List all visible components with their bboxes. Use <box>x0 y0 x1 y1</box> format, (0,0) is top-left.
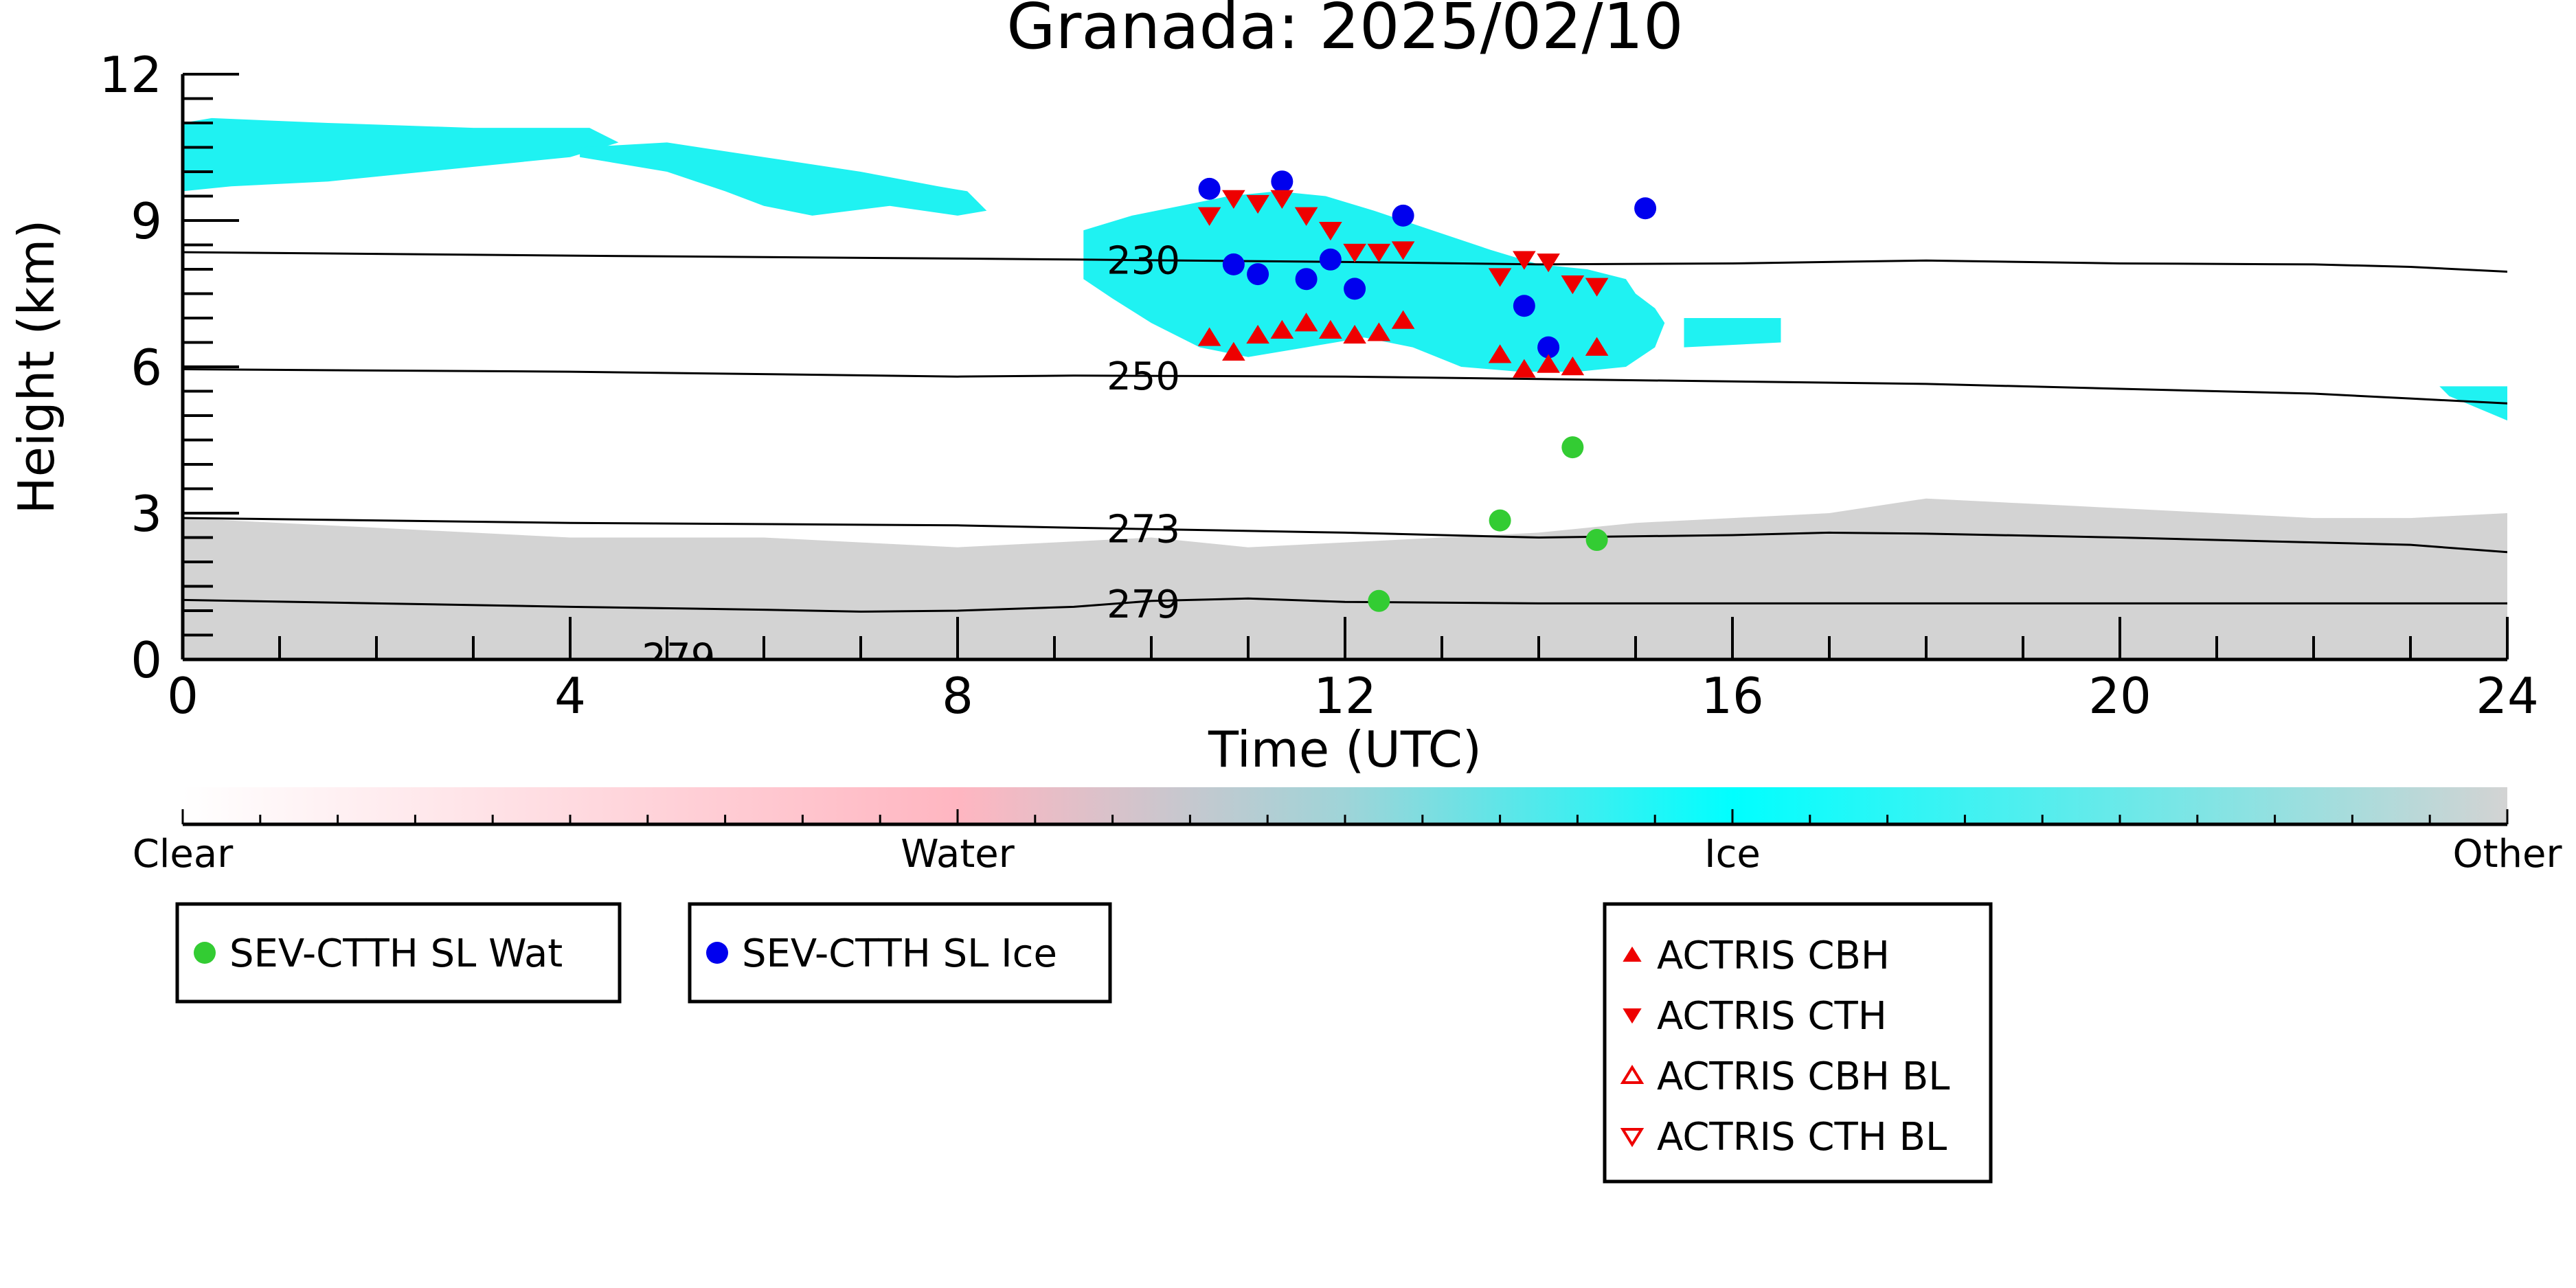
point-actris-cth <box>1197 207 1221 226</box>
point-sev-ctth-sl-ice <box>1634 197 1657 220</box>
isotherm-279-line <box>183 597 2507 613</box>
legend-label: ACTRIS CTH <box>1657 994 1887 1039</box>
legend-label: ACTRIS CTH BL <box>1657 1115 1947 1160</box>
isotherm-label: 279 <box>642 635 715 680</box>
legend-box <box>1603 902 1993 1184</box>
point-actris-cth <box>1270 190 1294 210</box>
point-sev-ctth-sl-ice <box>1537 336 1560 359</box>
legend-label: SEV-CTTH SL Ice <box>742 931 1057 976</box>
isotherm-250-line <box>183 368 2507 405</box>
point-actris-cbh <box>1391 310 1415 329</box>
point-actris-cth <box>1585 278 1609 297</box>
point-actris-cth <box>1222 190 1245 210</box>
colorbar-label: Water <box>901 832 1015 877</box>
isotherm-label: 279 <box>1107 583 1180 627</box>
y-tick-label: 6 <box>131 339 162 396</box>
other-region <box>183 498 2507 659</box>
legend-label: ACTRIS CBH BL <box>1657 1054 1950 1099</box>
colorbar-label: Clear <box>133 832 234 877</box>
ice-region-1 <box>580 142 987 216</box>
point-sev-ctth-sl-ice <box>1513 295 1535 317</box>
point-actris-cth <box>1561 275 1585 295</box>
x-tick-label: 8 <box>942 667 973 725</box>
point-sev-ctth-sl-ice <box>1392 204 1414 227</box>
legend-marker <box>1623 946 1642 962</box>
point-sev-ctth-sl-ice <box>1344 278 1366 300</box>
point-actris-cbh <box>1367 322 1391 341</box>
y-tick-label: 12 <box>99 46 162 104</box>
point-actris-cbh <box>1561 357 1585 376</box>
ice-region-0 <box>183 117 619 192</box>
legend-box <box>175 902 622 1004</box>
x-tick-label: 20 <box>2088 667 2151 725</box>
ice-region-4 <box>2439 386 2507 421</box>
point-actris-cth <box>1319 221 1342 241</box>
x-axis-label: Time (UTC) <box>1208 721 1482 778</box>
point-actris-cth <box>1488 268 1512 287</box>
point-sev-ctth-sl-ice <box>1319 248 1342 271</box>
x-tick-label: 16 <box>1701 667 1764 725</box>
point-actris-cbh <box>1513 359 1536 378</box>
colorbar: Clear Water Ice Other <box>133 787 2562 877</box>
axes: 0 4 8 12 16 20 24 0 3 6 9 12 <box>99 46 2538 725</box>
y-axis-label: Height (km) <box>8 220 65 515</box>
point-sev-ctth-sl-wat <box>1561 436 1584 459</box>
colorbar-label: Ice <box>1704 832 1761 877</box>
legend-marker <box>1620 1065 1645 1084</box>
point-sev-ctth-sl-ice <box>1247 263 1269 286</box>
point-sev-ctth-sl-wat <box>1585 529 1608 552</box>
isotherm-label: 273 <box>1107 507 1180 552</box>
y-tick-label: 9 <box>131 192 162 250</box>
point-sev-ctth-sl-ice <box>1271 170 1293 193</box>
point-actris-cth <box>1537 253 1560 273</box>
point-sev-ctth-sl-ice <box>1222 253 1245 275</box>
point-actris-cbh <box>1319 319 1342 339</box>
legend-box <box>688 902 1112 1004</box>
data-markers <box>1197 170 1657 612</box>
legend-marker <box>194 942 216 964</box>
point-actris-cbh <box>1222 341 1245 361</box>
y-tick-label: 0 <box>131 631 162 689</box>
y-tick-label: 3 <box>131 485 162 543</box>
point-actris-cth <box>1391 241 1415 260</box>
point-actris-cth <box>1343 243 1366 263</box>
point-actris-cbh <box>1270 319 1294 339</box>
point-actris-cbh <box>1246 324 1269 344</box>
ice-region-3 <box>1684 318 1781 348</box>
point-sev-ctth-sl-ice <box>1295 268 1318 291</box>
point-actris-cth <box>1294 207 1318 226</box>
point-actris-cbh <box>1197 327 1221 346</box>
point-actris-cbh <box>1294 313 1318 332</box>
isotherm-230-line <box>183 251 2507 273</box>
point-actris-cbh <box>1537 354 1560 373</box>
isotherm-label: 250 <box>1107 354 1180 399</box>
legends: SEV-CTTH SL Wat SEV-CTTH SL Ice ACTRIS CBH… <box>175 902 1993 1184</box>
point-sev-ctth-sl-wat <box>1368 589 1390 612</box>
point-sev-ctth-sl-ice <box>1198 177 1221 200</box>
x-tick-label: 24 <box>2476 667 2539 725</box>
isotherm-273-line <box>183 517 2507 554</box>
point-actris-cbh <box>1488 344 1512 363</box>
x-tick-label: 12 <box>1313 667 1377 725</box>
point-actris-cth <box>1513 251 1536 270</box>
isotherm-lines: 230 250 273 279 279 <box>183 238 2507 680</box>
point-actris-cbh <box>1343 324 1366 344</box>
colorbar-label: Other <box>2452 832 2562 877</box>
legend-marker <box>1623 1008 1642 1024</box>
point-sev-ctth-sl-wat <box>1489 509 1511 532</box>
legend-marker <box>706 942 728 964</box>
isotherm-label: 230 <box>1107 238 1180 283</box>
point-actris-cbh <box>1585 337 1609 356</box>
chart-title: Granada: 2025/02/10 <box>1006 0 1683 63</box>
legend-marker <box>1620 1128 1645 1147</box>
ice-region-2 <box>1083 191 1665 372</box>
point-actris-cth <box>1246 194 1269 214</box>
x-tick-label: 0 <box>167 667 199 725</box>
legend-label: ACTRIS CBH <box>1657 934 1890 978</box>
point-actris-cth <box>1367 243 1391 263</box>
legend-label: SEV-CTTH SL Wat <box>229 931 563 976</box>
x-tick-label: 4 <box>554 667 586 725</box>
classification-background <box>183 117 2507 659</box>
